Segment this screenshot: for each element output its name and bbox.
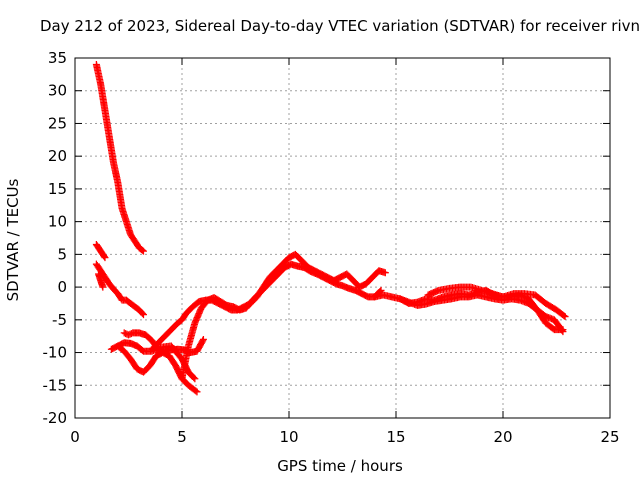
x-tick-label: 15	[386, 428, 405, 446]
series-arc-c	[92, 260, 147, 319]
x-tick-label: 0	[70, 428, 80, 446]
data-point	[192, 387, 200, 395]
y-tick-label: -20	[43, 409, 68, 427]
data-point	[100, 253, 108, 261]
series-arc-f	[114, 342, 201, 396]
x-tick-label: 5	[177, 428, 187, 446]
data-point	[559, 328, 567, 336]
data-point	[138, 246, 146, 254]
y-tick-label: -5	[52, 311, 67, 329]
chart-title: Day 212 of 2023, Sidereal Day-to-day VTE…	[40, 17, 640, 35]
x-axis-title: GPS time / hours	[277, 457, 403, 475]
grid	[75, 58, 610, 418]
tick-labels: 0 5 10 15 20 25 -20 -15 -10 -5 0 5 10 15 20 25 30 35	[43, 49, 620, 446]
data-point	[138, 309, 146, 317]
y-tick-label: 0	[57, 278, 67, 296]
series-arc-g	[120, 329, 207, 357]
y-tick-label: 10	[48, 213, 67, 231]
series-arc-i	[178, 260, 385, 383]
y-tick-label: 20	[48, 147, 67, 165]
y-axis-title: SDTVAR / TECUs	[4, 178, 22, 301]
data-point	[560, 312, 568, 320]
y-tick-label: 15	[48, 180, 67, 198]
data-point	[561, 313, 569, 321]
y-tick-label: 35	[48, 49, 67, 67]
data-point	[99, 283, 107, 291]
y-tick-label: 25	[48, 114, 67, 132]
data-layer	[92, 61, 569, 396]
x-tick-label: 10	[279, 428, 298, 446]
data-point	[199, 335, 207, 343]
data-point	[101, 254, 109, 262]
axes-ticks	[74, 57, 611, 419]
data-point	[558, 326, 566, 334]
y-tick-label: 30	[48, 82, 67, 100]
series-arc-h	[148, 250, 389, 353]
x-tick-label: 25	[600, 428, 619, 446]
series-arc-b	[92, 241, 109, 262]
data-point	[190, 374, 198, 382]
data-point	[139, 311, 147, 319]
data-point	[381, 269, 389, 277]
y-tick-label: 5	[57, 245, 67, 263]
y-tick-label: -10	[43, 344, 68, 362]
series-arc-d	[95, 270, 107, 291]
data-point	[193, 388, 201, 396]
x-tick-label: 20	[493, 428, 512, 446]
y-tick-label: -15	[43, 376, 68, 394]
data-point	[191, 375, 199, 383]
data-point	[199, 337, 207, 345]
data-point	[139, 247, 147, 255]
series-arc-a	[92, 61, 147, 255]
plot-frame	[74, 57, 611, 419]
series-arc-k	[396, 291, 567, 336]
data-point	[377, 286, 385, 294]
series-arc-l	[424, 283, 569, 321]
